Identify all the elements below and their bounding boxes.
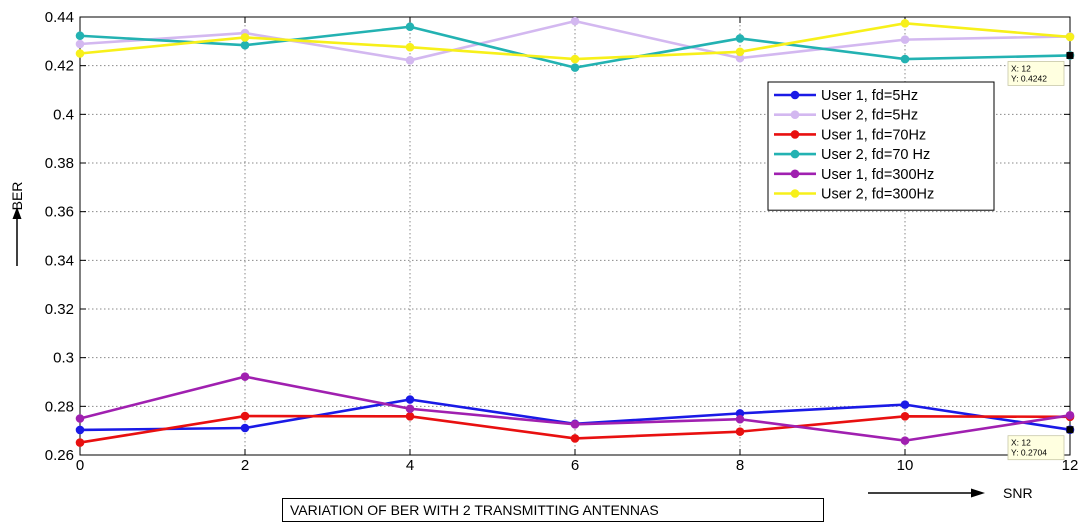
data-point — [240, 40, 250, 50]
data-point — [735, 427, 745, 436]
datatip-y-label: Y: 0.4242 — [1011, 73, 1047, 83]
data-point — [570, 434, 580, 443]
data-point — [900, 19, 910, 28]
legend-item-1: User 1, fd=5Hz — [774, 88, 918, 104]
data-point — [900, 35, 910, 44]
legend-label: User 1, fd=300Hz — [821, 167, 934, 183]
datatip-y-label: Y: 0.2704 — [1011, 448, 1047, 458]
data-point — [240, 411, 250, 421]
x-tick-label: 6 — [571, 457, 579, 474]
data-point — [75, 425, 85, 435]
legend-item-4: User 2, fd=70 Hz — [774, 147, 930, 163]
data-point — [1065, 411, 1075, 420]
data-point — [75, 414, 85, 423]
legend-item-5: User 1, fd=300Hz — [774, 167, 934, 183]
x-tick-label: 2 — [241, 457, 249, 474]
data-point — [405, 22, 415, 32]
legend-swatch-marker — [790, 169, 800, 179]
legend-swatch-marker — [790, 149, 800, 159]
datatip-marker — [1066, 426, 1074, 434]
data-point — [75, 31, 85, 41]
y-tick-label: 0.26 — [45, 447, 74, 464]
data-point — [405, 395, 415, 404]
legend-label: User 2, fd=70 Hz — [821, 147, 930, 163]
data-point — [570, 54, 580, 64]
legend-swatch-marker — [790, 130, 800, 139]
y-axis-title: BER — [9, 182, 25, 211]
legend-item-2: User 2, fd=5Hz — [774, 108, 918, 124]
data-point — [735, 34, 745, 43]
data-point — [405, 412, 415, 421]
x-axis-title: SNR — [1003, 485, 1033, 501]
y-axis-label: BER — [9, 182, 25, 266]
legend-swatch-marker — [790, 90, 800, 100]
data-point — [240, 33, 250, 42]
data-point — [900, 412, 910, 421]
data-point — [75, 438, 85, 447]
datatip-box — [1007, 61, 1065, 86]
y-tick-label: 0.36 — [45, 204, 74, 221]
datatip-marker — [1066, 51, 1074, 59]
y-tick-label: 0.32 — [45, 301, 74, 318]
grid-lines — [80, 17, 1070, 455]
x-tick-label: 8 — [736, 457, 744, 474]
x-axis-label: SNR — [868, 485, 1033, 501]
data-point — [1065, 32, 1075, 42]
legend-label: User 2, fd=5Hz — [821, 108, 918, 124]
legend-swatch-marker — [790, 189, 800, 198]
data-point — [75, 49, 85, 58]
y-tick-label: 0.3 — [53, 350, 74, 367]
legend-item-3: User 1, fd=70Hz — [774, 127, 926, 143]
data-point — [570, 63, 580, 72]
data-point — [735, 414, 745, 424]
legend-label: User 1, fd=70Hz — [821, 127, 926, 143]
data-point — [405, 56, 415, 65]
data-point — [240, 423, 250, 433]
y-tick-label: 0.38 — [45, 155, 74, 172]
x-tick-label: 4 — [406, 457, 414, 474]
data-point — [735, 53, 745, 63]
legend: User 1, fd=5Hz User 2, fd=5Hz User 1, fd=7… — [767, 81, 995, 211]
figure-caption: VARIATION OF BER WITH 2 TRANSMITTING ANT… — [282, 498, 824, 522]
x-axis-arrowhead-icon — [971, 488, 985, 498]
data-point — [405, 404, 415, 414]
series-group — [75, 16, 1075, 447]
datatip-x-label: X: 12 — [1011, 438, 1031, 448]
legend-label: User 2, fd=300Hz — [821, 187, 934, 203]
data-point — [570, 16, 580, 26]
data-point — [75, 39, 85, 49]
legend-label: User 1, fd=5Hz — [821, 88, 918, 104]
x-tick-label: 12 — [1062, 457, 1079, 474]
y-tick-label: 0.34 — [45, 252, 74, 269]
x-tick-label: 0 — [76, 457, 84, 474]
data-point — [900, 54, 910, 64]
datatip-box — [1007, 435, 1065, 461]
y-tick-label: 0.42 — [45, 58, 74, 75]
legend-item-6: User 2, fd=300Hz — [774, 187, 934, 203]
y-tick-label: 0.44 — [45, 9, 74, 26]
legend-box — [767, 81, 995, 211]
y-tick-label: 0.28 — [45, 398, 74, 415]
data-point — [900, 400, 910, 409]
datatip-x-label: X: 12 — [1011, 63, 1031, 73]
series-6 — [75, 19, 1075, 64]
y-tick-label: 0.4 — [53, 106, 74, 123]
data-point — [735, 47, 745, 57]
axis-ticks: 0 2 4 6 8 10 12 0.26 0.28 0.3 0.32 0.34 0.36 0.38 0.4 0… — [45, 9, 1079, 474]
data-point — [570, 420, 580, 429]
series-5 — [75, 372, 1075, 445]
y-axis-arrowhead-icon — [12, 207, 22, 219]
data-point — [240, 372, 250, 381]
data-point — [900, 436, 910, 445]
legend-swatch-marker — [790, 110, 800, 119]
data-point — [405, 42, 415, 52]
x-tick-label: 10 — [897, 457, 914, 474]
